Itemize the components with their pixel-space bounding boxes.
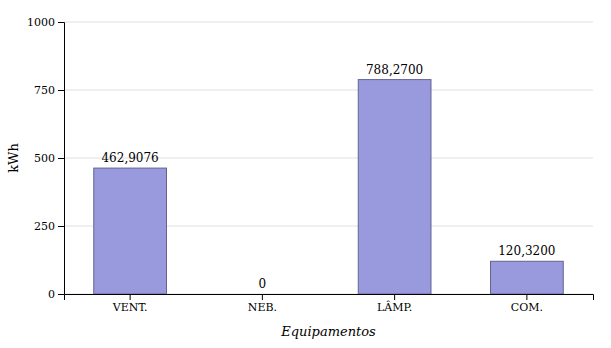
data-label: 120,3200 [498, 244, 555, 258]
tick-mark [58, 158, 64, 159]
grid [64, 22, 593, 294]
y-axis: 0 250 500 750 1000 [27, 16, 65, 301]
data-label: 788,2700 [366, 63, 423, 77]
tick-mark [58, 90, 64, 91]
tick-mark [58, 294, 64, 295]
tick: COM. [511, 294, 543, 314]
bar [226, 294, 299, 295]
bars [94, 80, 563, 294]
x-axis: VENT. NEB. LÂMP. COM. [65, 294, 594, 314]
tick-label: 500 [34, 152, 55, 165]
grid-line [64, 90, 593, 91]
tick: NEB. [248, 294, 277, 314]
bar [94, 168, 167, 294]
tick-label: LÂMP. [377, 300, 412, 314]
tick-mark [394, 294, 395, 300]
tick: 0 [48, 288, 64, 301]
tick-mark [58, 22, 64, 23]
axis-line [65, 295, 594, 301]
tick: VENT. [112, 294, 148, 314]
data-label: 462,9076 [101, 151, 158, 165]
bar [358, 80, 431, 294]
tick: 750 [34, 84, 64, 97]
tick-label: NEB. [248, 301, 277, 314]
tick-label: VENT. [112, 301, 148, 314]
tick: 500 [34, 152, 64, 165]
tick-mark [58, 226, 64, 227]
y-axis-title: kWh [6, 143, 21, 173]
tick-mark [262, 294, 263, 300]
x-axis-title: Equipamentos [280, 324, 376, 339]
bar [491, 261, 564, 294]
grid-line [64, 22, 593, 23]
axis-line [58, 23, 65, 295]
tick: LÂMP. [377, 294, 412, 314]
plot: VENT. NEB. LÂMP. COM. 0 250 500 750 1000 462,9076… [27, 16, 594, 314]
tick-label: COM. [511, 301, 543, 314]
data-labels: 462,9076 0 788,2700 120,3200 [101, 63, 555, 291]
tick-label: 0 [48, 288, 55, 301]
tick-label: 1000 [27, 16, 55, 29]
chart: VENT. NEB. LÂMP. COM. 0 250 500 750 1000 462,9076… [0, 0, 611, 348]
tick: 1000 [27, 16, 64, 29]
data-label: 0 [259, 277, 267, 291]
tick-mark [130, 294, 131, 300]
tick-mark [526, 294, 527, 300]
tick: 250 [34, 220, 64, 233]
tick-label: 750 [34, 84, 55, 97]
tick-label: 250 [34, 220, 55, 233]
